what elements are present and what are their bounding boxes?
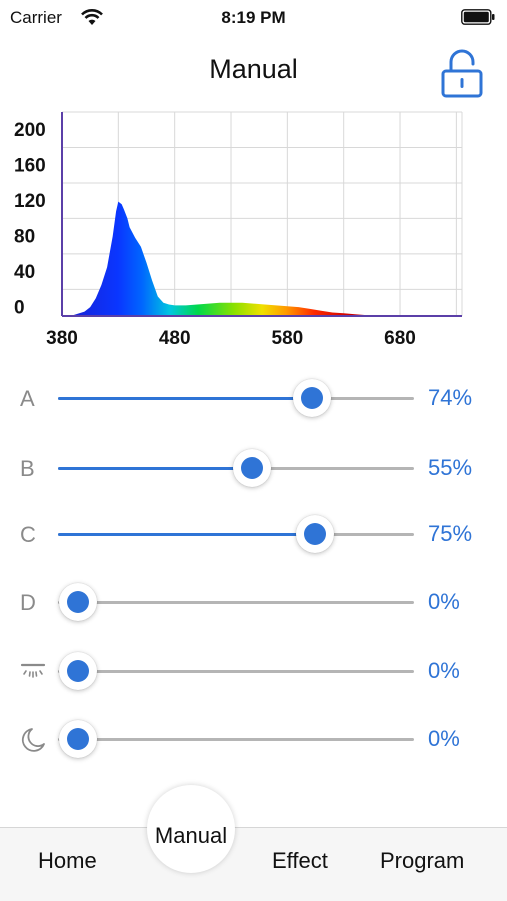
slider-thumb[interactable]	[232, 449, 271, 487]
x-tick-label: 480	[159, 328, 191, 349]
slider-row: D 0%	[0, 572, 507, 632]
x-tick-label: 680	[384, 328, 416, 349]
slider-value: 0%	[428, 589, 460, 614]
slider-thumb[interactable]	[296, 515, 334, 553]
tab-program[interactable]: Program	[380, 848, 465, 873]
tab-manual-label: Manual	[154, 823, 228, 848]
slider-track[interactable]	[58, 449, 414, 487]
tab-home[interactable]: Home	[38, 848, 97, 873]
slider-label: D	[20, 590, 36, 615]
slider-label: B	[20, 456, 35, 481]
slider-row: B 55%	[0, 438, 507, 498]
y-tick-label: 40	[14, 262, 35, 283]
y-tick-label: 120	[14, 191, 46, 212]
slider-value: 74%	[428, 385, 473, 410]
slider-row: A 74%	[0, 368, 507, 428]
slider-value: 75%	[428, 521, 473, 546]
slider-thumb[interactable]	[59, 652, 97, 690]
nav-bar: Manual	[0, 36, 507, 108]
y-tick-label: 0	[14, 297, 25, 318]
slider-track[interactable]	[58, 515, 414, 553]
tab-bar: Home Effect Program	[0, 827, 507, 901]
chart-ticks: 0 40 80 120 160 200 380 480 580 680	[14, 120, 416, 349]
sunlight-icon	[18, 657, 48, 687]
wifi-icon	[81, 9, 103, 25]
y-tick-label: 160	[14, 155, 46, 176]
slider-value: 0%	[428, 726, 460, 751]
slider-value: 55%	[428, 455, 473, 480]
y-tick-label: 80	[14, 226, 35, 247]
x-tick-label: 580	[272, 328, 304, 349]
spectrum-chart: 0 40 80 120 160 200 380 480 580 680	[14, 111, 463, 349]
battery-icon	[461, 9, 495, 25]
y-tick-label: 200	[14, 120, 46, 141]
slider-value: 0%	[428, 658, 460, 683]
moon-icon	[18, 725, 48, 755]
slider-track[interactable]	[58, 583, 414, 621]
slider-row: 0%	[0, 709, 507, 769]
slider-fill	[58, 397, 312, 400]
slider-fill	[58, 533, 315, 536]
slider-row: C 75%	[0, 504, 507, 564]
carrier-label: Carrier	[10, 8, 62, 27]
unlock-icon	[441, 49, 483, 98]
slider-track[interactable]	[58, 652, 414, 690]
chart-grid	[62, 111, 463, 316]
lock-button[interactable]	[438, 46, 486, 100]
page-title: Manual	[209, 54, 298, 84]
slider-track[interactable]	[58, 379, 414, 417]
tab-manual[interactable]: Manual	[147, 785, 235, 873]
x-tick-label: 380	[46, 328, 78, 349]
spectrum-area	[62, 201, 423, 316]
slider-thumb[interactable]	[292, 379, 331, 417]
status-time: 8:19 PM	[221, 8, 286, 27]
slider-thumb[interactable]	[59, 720, 97, 758]
slider-label: C	[20, 522, 36, 547]
chart-axes	[61, 112, 462, 317]
slider-row: 0%	[0, 641, 507, 701]
tab-effect[interactable]: Effect	[272, 848, 328, 873]
slider-track[interactable]	[58, 720, 414, 758]
slider-label: A	[20, 386, 35, 411]
slider-fill	[58, 467, 252, 470]
status-bar: Carrier 8:19 PM	[0, 0, 507, 36]
slider-thumb[interactable]	[59, 583, 97, 621]
